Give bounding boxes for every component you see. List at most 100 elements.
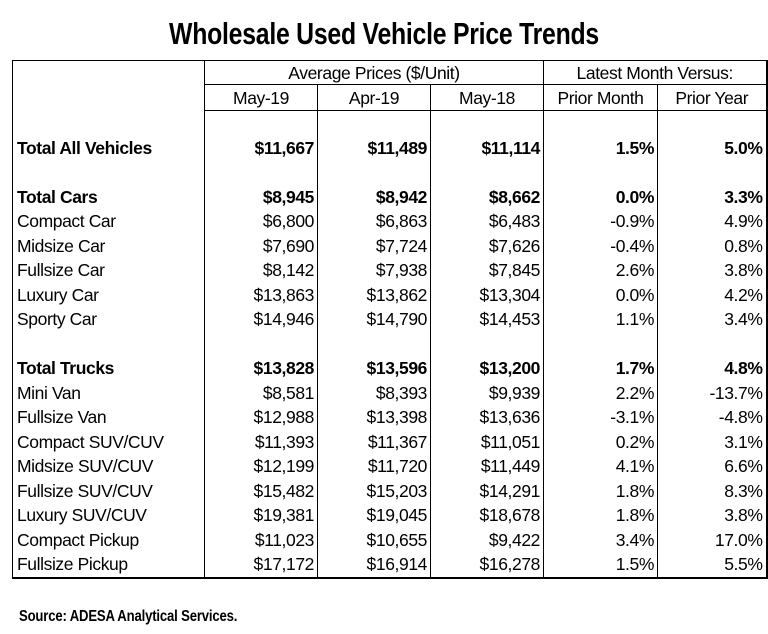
table-cell: $14,946 bbox=[204, 307, 318, 332]
row-label: Total All Vehicles bbox=[12, 135, 205, 160]
row-label: Compact Pickup bbox=[12, 527, 205, 552]
table-row: Midsize SUV/CUV $12,199 $11,720 $11,449 4.1%… bbox=[12, 454, 768, 479]
table-cell: 5.5% bbox=[657, 552, 768, 579]
table-total-row: Total All Vehicles $11,667 $11,489 $11,114 1… bbox=[12, 135, 768, 160]
table-cell: $8,945 bbox=[204, 184, 318, 209]
header-average-prices: Average Prices ($/Unit) bbox=[204, 60, 544, 85]
table-total-row: Total Cars $8,945 $8,942 $8,662 0.0% 3.3% bbox=[12, 184, 768, 209]
table-cell: $11,051 bbox=[430, 429, 544, 454]
table-cell: $11,449 bbox=[430, 454, 544, 479]
column-header: Prior Year bbox=[657, 84, 768, 111]
table-cell: $6,800 bbox=[204, 209, 318, 234]
table-cell: $7,845 bbox=[430, 258, 544, 283]
table-cell: 0.2% bbox=[543, 429, 658, 454]
table-cell: 17.0% bbox=[657, 527, 768, 552]
table-row: Compact SUV/CUV $11,393 $11,367 $11,051 0.2%… bbox=[12, 429, 768, 454]
spacer-cell bbox=[657, 331, 768, 356]
table-cell: 5.0% bbox=[657, 135, 768, 160]
table-cell: $8,942 bbox=[317, 184, 431, 209]
table-cell: 0.8% bbox=[657, 233, 768, 258]
table-cell: 3.1% bbox=[657, 429, 768, 454]
table-cell: 2.6% bbox=[543, 258, 658, 283]
table-cell: $11,720 bbox=[317, 454, 431, 479]
header-column-row: May-19 Apr-19 May-18 Prior Month Prior Y… bbox=[12, 84, 768, 111]
table-row: Fullsize SUV/CUV $15,482 $15,203 $14,291 1.8… bbox=[12, 478, 768, 503]
column-header: Prior Month bbox=[543, 84, 658, 111]
table-cell: 3.3% bbox=[657, 184, 768, 209]
spacer-cell bbox=[12, 331, 205, 356]
table-cell: 4.2% bbox=[657, 282, 768, 307]
spacer-cell bbox=[204, 110, 318, 136]
spacer-cell bbox=[204, 331, 318, 356]
table-cell: $19,045 bbox=[317, 503, 431, 528]
spacer-cell bbox=[543, 160, 658, 185]
page-title: Wholesale Used Vehicle Price Trends bbox=[169, 16, 599, 51]
header-blank bbox=[12, 84, 205, 111]
table-cell: 0.0% bbox=[543, 282, 658, 307]
table-cell: $15,203 bbox=[317, 478, 431, 503]
spacer-cell bbox=[430, 110, 544, 136]
table-cell: 3.4% bbox=[543, 527, 658, 552]
table-cell: $13,304 bbox=[430, 282, 544, 307]
row-label: Fullsize Pickup bbox=[12, 552, 205, 579]
row-label: Sporty Car bbox=[12, 307, 205, 332]
table-row: Fullsize Pickup $17,172 $16,914 $16,278 1.5%… bbox=[12, 552, 768, 579]
table-cell: 3.8% bbox=[657, 258, 768, 283]
spacer-cell bbox=[430, 331, 544, 356]
row-label: Midsize SUV/CUV bbox=[12, 454, 205, 479]
header-group-row: Average Prices ($/Unit) Latest Month Ver… bbox=[12, 60, 768, 85]
table-cell: $16,278 bbox=[430, 552, 544, 579]
table-cell: 1.8% bbox=[543, 503, 658, 528]
header-latest-month-versus: Latest Month Versus: bbox=[543, 60, 768, 85]
table-row: Luxury SUV/CUV $19,381 $19,045 $18,678 1.8% 3… bbox=[12, 503, 768, 528]
table-cell: -0.4% bbox=[543, 233, 658, 258]
table-cell: $13,636 bbox=[430, 405, 544, 430]
table-cell: $11,023 bbox=[204, 527, 318, 552]
table-cell: $9,939 bbox=[430, 380, 544, 405]
table-cell: 3.4% bbox=[657, 307, 768, 332]
table-cell: 1.7% bbox=[543, 356, 658, 381]
table-cell: $15,482 bbox=[204, 478, 318, 503]
table-cell: $7,690 bbox=[204, 233, 318, 258]
table-cell: 4.1% bbox=[543, 454, 658, 479]
table-cell: $13,398 bbox=[317, 405, 431, 430]
row-label: Fullsize Van bbox=[12, 405, 205, 430]
table-cell: $6,483 bbox=[430, 209, 544, 234]
table-cell: $12,988 bbox=[204, 405, 318, 430]
table-cell: 1.5% bbox=[543, 135, 658, 160]
table-cell: $13,596 bbox=[317, 356, 431, 381]
table-cell: $11,114 bbox=[430, 135, 544, 160]
table-cell: $11,367 bbox=[317, 429, 431, 454]
table-cell: $13,862 bbox=[317, 282, 431, 307]
column-header: May-19 bbox=[204, 84, 318, 111]
spacer-cell bbox=[657, 160, 768, 185]
table-cell: $13,828 bbox=[204, 356, 318, 381]
table-cell: -0.9% bbox=[543, 209, 658, 234]
spacer-cell bbox=[657, 110, 768, 136]
table-cell: $8,393 bbox=[317, 380, 431, 405]
table-cell: 2.2% bbox=[543, 380, 658, 405]
spacer-cell bbox=[430, 160, 544, 185]
table-row: Compact Pickup $11,023 $10,655 $9,422 3.4% 17… bbox=[12, 527, 768, 552]
table-cell: 1.8% bbox=[543, 478, 658, 503]
row-label: Fullsize SUV/CUV bbox=[12, 478, 205, 503]
table-cell: 8.3% bbox=[657, 478, 768, 503]
table-cell: 1.1% bbox=[543, 307, 658, 332]
column-header: Apr-19 bbox=[317, 84, 431, 111]
table-cell: $8,662 bbox=[430, 184, 544, 209]
spacer-cell bbox=[317, 331, 431, 356]
row-label: Compact Car bbox=[12, 209, 205, 234]
row-label: Luxury SUV/CUV bbox=[12, 503, 205, 528]
table-cell: $9,422 bbox=[430, 527, 544, 552]
source-note: Source: ADESA Analytical Services. bbox=[19, 608, 238, 625]
table-cell: $7,724 bbox=[317, 233, 431, 258]
table-cell: -13.7% bbox=[657, 380, 768, 405]
table-cell: -4.8% bbox=[657, 405, 768, 430]
row-label: Luxury Car bbox=[12, 282, 205, 307]
table-cell: $11,489 bbox=[317, 135, 431, 160]
table-cell: $8,142 bbox=[204, 258, 318, 283]
table-cell: $17,172 bbox=[204, 552, 318, 579]
table-cell: 4.8% bbox=[657, 356, 768, 381]
table-cell: $18,678 bbox=[430, 503, 544, 528]
table-cell: 4.9% bbox=[657, 209, 768, 234]
